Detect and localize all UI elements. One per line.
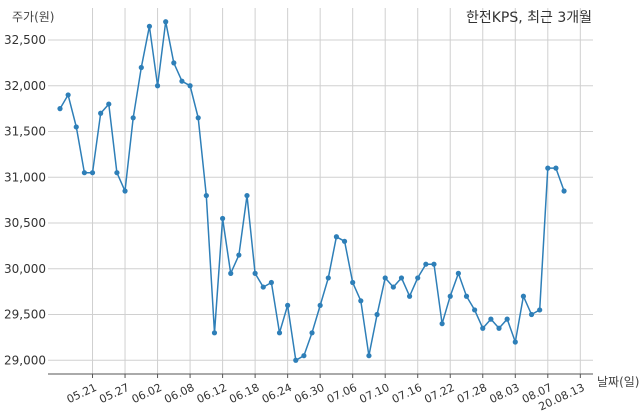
data-point	[406, 293, 413, 299]
x-tick-labels: 05.2105.2706.0206.0806.1206.1806.2406.30…	[65, 381, 587, 413]
data-point	[276, 330, 283, 336]
y-tick-label: 29,500	[4, 308, 46, 322]
data-point	[146, 23, 153, 29]
x-tick-label: 06.08	[162, 381, 196, 406]
y-tick-label: 31,000	[4, 170, 46, 184]
grid	[48, 8, 593, 378]
data-point	[472, 307, 478, 313]
data-point	[211, 330, 218, 336]
data-point	[325, 275, 331, 281]
data-point	[496, 325, 502, 331]
data-point	[122, 188, 128, 194]
data-point	[528, 311, 535, 318]
data-point	[415, 275, 421, 281]
data-point	[480, 325, 486, 331]
x-tick-label: 05.21	[65, 381, 99, 406]
data-point	[268, 279, 274, 286]
data-point	[244, 192, 250, 199]
data-point	[163, 19, 169, 25]
data-point	[512, 339, 518, 345]
data-point	[57, 106, 63, 112]
x-tick-label: 06.12	[195, 381, 229, 406]
data-point	[545, 165, 551, 171]
data-point	[220, 215, 226, 222]
x-tick-label: 06.24	[260, 381, 294, 406]
data-point	[81, 170, 87, 176]
x-tick-label: 07.10	[357, 381, 391, 406]
y-tick-label: 30,000	[4, 262, 46, 276]
data-point	[187, 83, 193, 89]
x-axis-title: 날짜(일)	[597, 375, 639, 389]
x-tick-label: 08.03	[488, 381, 522, 406]
series-line	[59, 21, 565, 362]
y-tick-label: 31,500	[4, 125, 46, 139]
data-point	[553, 165, 559, 171]
data-point	[366, 353, 372, 359]
data-point	[350, 279, 356, 286]
data-point	[98, 110, 104, 116]
data-point	[89, 170, 96, 176]
data-point	[488, 316, 494, 322]
x-tick-label: 07.28	[455, 381, 489, 406]
data-point	[260, 284, 266, 290]
data-point	[195, 115, 201, 121]
data-point	[398, 275, 405, 281]
data-point	[252, 270, 258, 276]
data-point	[138, 64, 144, 71]
data-point	[179, 78, 185, 84]
x-tick-label: 06.30	[292, 381, 326, 406]
x-tick-label: 05.27	[97, 381, 131, 406]
x-tick-label: 06.18	[227, 381, 261, 406]
data-point	[447, 293, 453, 299]
data-point	[171, 60, 177, 66]
x-tick-label: 06.02	[130, 381, 164, 406]
data-point	[130, 115, 136, 121]
data-point	[455, 270, 461, 276]
data-point	[203, 192, 209, 199]
data-point	[431, 261, 437, 267]
data-point	[390, 284, 396, 290]
data-point	[73, 124, 79, 130]
data-point	[382, 275, 388, 281]
data-point	[114, 170, 120, 176]
series	[57, 19, 567, 363]
y-tick-label: 29,000	[4, 353, 46, 367]
data-point	[358, 298, 364, 304]
x-tick-label: 07.22	[422, 381, 456, 406]
y-tick-label: 32,000	[4, 79, 46, 93]
data-point	[537, 307, 543, 313]
data-point	[228, 270, 234, 276]
data-point	[439, 321, 445, 327]
data-point	[236, 252, 242, 258]
data-point	[154, 83, 161, 89]
data-point	[504, 316, 510, 322]
x-tick-label: 07.16	[390, 381, 424, 406]
x-tick-label: 07.06	[325, 381, 359, 406]
y-tick-label: 30,500	[4, 216, 46, 230]
data-point	[374, 311, 380, 318]
y-axis-title: 주가(원)	[12, 10, 54, 24]
data-point	[333, 234, 340, 240]
data-point	[423, 261, 429, 267]
data-point	[285, 302, 291, 308]
y-tick-label: 32,500	[4, 33, 46, 47]
data-point	[341, 238, 348, 244]
data-point	[561, 188, 567, 194]
chart-title: 한전KPS, 최근 3개월	[466, 10, 592, 26]
data-point	[317, 302, 323, 308]
data-point	[463, 293, 470, 299]
data-point	[65, 92, 71, 98]
y-tick-labels: 29,000 29,500 30,000 30,500 31,000 31,500 32,0…	[4, 33, 46, 367]
data-point	[520, 293, 527, 299]
data-point	[309, 330, 315, 336]
data-point	[293, 357, 299, 363]
data-point	[301, 353, 307, 359]
data-point	[106, 101, 112, 107]
